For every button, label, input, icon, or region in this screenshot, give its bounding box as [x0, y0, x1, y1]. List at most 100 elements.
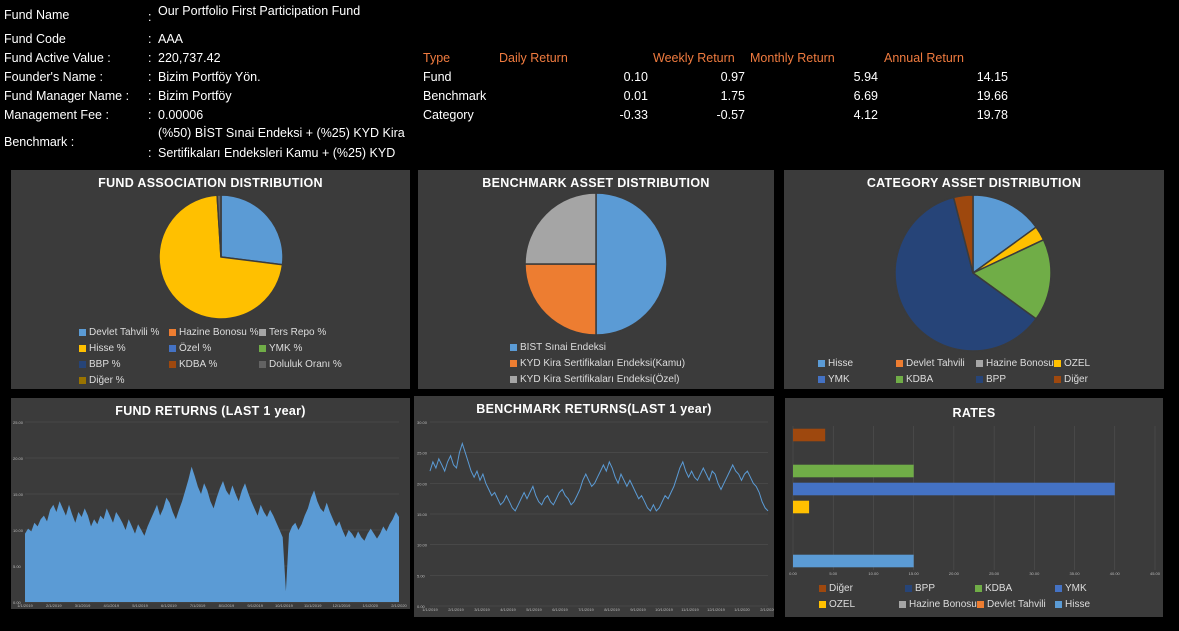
returns-value: 19.78 [976, 108, 1008, 122]
legend-swatch [259, 345, 266, 352]
returns-value: -0.57 [716, 108, 746, 122]
legend-swatch [259, 361, 266, 368]
returns-value: 0.10 [623, 70, 648, 84]
info-value: Bizim Portföy [158, 89, 232, 103]
panel-title: RATES [952, 406, 996, 420]
legend-label: BPP [986, 374, 1006, 385]
x-tick-label: 2/1/2020 [760, 607, 774, 612]
info-row: Fund Active Value ::220,737.42 [4, 51, 424, 67]
x-tick-label: 2/1/2020 [391, 603, 407, 608]
legend-swatch [977, 601, 984, 608]
legend-swatch [899, 601, 906, 608]
x-tick-label: 7/1/2019 [190, 603, 206, 608]
legend-label: BBP % [89, 359, 121, 370]
legend-label: Devlet Tahvili [987, 599, 1046, 610]
legend-label: KYD Kira Sertifikaları Endeksi(Özel) [520, 373, 680, 385]
returns-value: 19.66 [976, 89, 1008, 103]
returns-header: Annual Return [884, 51, 964, 65]
x-tick-label: 4/1/2019 [500, 607, 516, 612]
info-colon: : [148, 51, 152, 65]
info-value-line2: Sertifikaları Endeksleri Kamu + (%25) KY… [158, 146, 396, 160]
area-series [25, 466, 399, 602]
legend-swatch [1054, 376, 1061, 383]
returns-value: 14.15 [976, 70, 1008, 84]
x-tick-label: 11/1/2019 [681, 607, 699, 612]
info-colon: : [148, 10, 152, 24]
x-tick-label: 10/1/2019 [275, 603, 294, 608]
legend-label: Hazine Bonosu [986, 358, 1054, 369]
legend-label: KDBA % [179, 359, 217, 370]
legend-swatch [510, 376, 517, 383]
line-series [429, 441, 769, 512]
legend-swatch [818, 376, 825, 383]
info-label: Founder's Name : [4, 70, 103, 84]
legend-label: OZEL [1064, 358, 1091, 369]
x-tick-label: 6/1/2019 [552, 607, 568, 612]
legend-swatch [79, 377, 86, 384]
returns-value: -0.33 [619, 108, 649, 122]
info-value: 0.00006 [158, 108, 204, 122]
rate-bar [793, 554, 914, 568]
returns-value: 0.97 [720, 70, 745, 84]
returns-header: Daily Return [499, 51, 568, 65]
y-tick-label: 0.00 [13, 600, 22, 605]
info-row: Fund Manager Name :: Bizim Portföy [4, 89, 424, 105]
pie-slice [220, 194, 284, 266]
y-tick-label: 25.00 [13, 420, 24, 425]
legend-swatch [819, 585, 826, 592]
benchmark-returns-chart: 0.00 5.00 10.00 15.00 20.00 25.00 30.00 1/1/201… [417, 420, 774, 612]
benchmark-returns-panel: BENCHMARK RETURNS(LAST 1 year) 0.00 5.00 1… [414, 396, 774, 617]
legend-swatch [819, 601, 826, 608]
legend-swatch [79, 345, 86, 352]
returns-header: Monthly Return [750, 51, 835, 65]
returns-value: 0.01 [623, 89, 648, 103]
pie-slice [971, 238, 1052, 320]
fund-returns-panel: FUND RETURNS (LAST 1 year) 0.00 5.00 10.00… [11, 398, 410, 609]
legend-swatch [169, 329, 176, 336]
legend-label: KDBA [906, 374, 934, 385]
legend-swatch [1054, 360, 1061, 367]
x-tick-label: 2/1/2019 [46, 603, 62, 608]
info-row: Fund Code: AAA [4, 32, 424, 48]
x-tick-label: 8/1/2019 [604, 607, 620, 612]
benchmark-asset-pie: BIST Sınai Endeksi KYD Kira Sertifikaları… [510, 192, 685, 385]
legend-swatch [169, 361, 176, 368]
x-tick-label: 1/1/2019 [17, 603, 33, 608]
x-tick-label: 7/1/2019 [578, 607, 594, 612]
returns-type: Fund [423, 70, 452, 84]
pie-slice [524, 263, 597, 336]
legend-swatch [818, 360, 825, 367]
legend-label: Hazine Bonosu [909, 599, 977, 610]
info-colon: : [148, 70, 152, 84]
info-label: Fund Manager Name : [4, 89, 130, 103]
legend-swatch [905, 585, 912, 592]
x-tick-label: 20.00 [949, 571, 960, 576]
panel-title: BENCHMARK RETURNS(LAST 1 year) [476, 402, 712, 416]
x-tick-label: 6/1/2019 [161, 603, 177, 608]
pie-slice [158, 194, 284, 320]
legend-label: Hisse [828, 358, 853, 369]
info-label: Fund Active Value : [4, 51, 111, 65]
x-tick-label: 25.00 [989, 571, 1000, 576]
info-colon: : [148, 108, 152, 122]
y-tick-label: 10.00 [13, 528, 24, 533]
legend-swatch [1055, 585, 1062, 592]
pie-slice [524, 192, 597, 265]
info-value: AAA [158, 32, 184, 46]
rate-bar [793, 464, 914, 478]
benchmark-asset-panel: BENCHMARK ASSET DISTRIBUTION BIST Sınai … [418, 170, 774, 389]
legend-label: Diğer [1064, 374, 1089, 385]
legend-label: Ters Repo % [269, 327, 326, 338]
info-colon: : [148, 146, 152, 160]
pie-slice [952, 194, 974, 274]
legend-swatch [976, 360, 983, 367]
legend-swatch [79, 329, 86, 336]
x-tick-label: 2/1/2019 [448, 607, 464, 612]
panel-title: BENCHMARK ASSET DISTRIBUTION [482, 176, 710, 190]
y-tick-label: 20.00 [417, 481, 428, 486]
panel-title: FUND RETURNS (LAST 1 year) [115, 404, 306, 418]
legend-swatch [259, 329, 266, 336]
info-colon: : [148, 32, 152, 46]
returns-type: Category [423, 108, 474, 122]
x-tick-label: 30.00 [1029, 571, 1040, 576]
